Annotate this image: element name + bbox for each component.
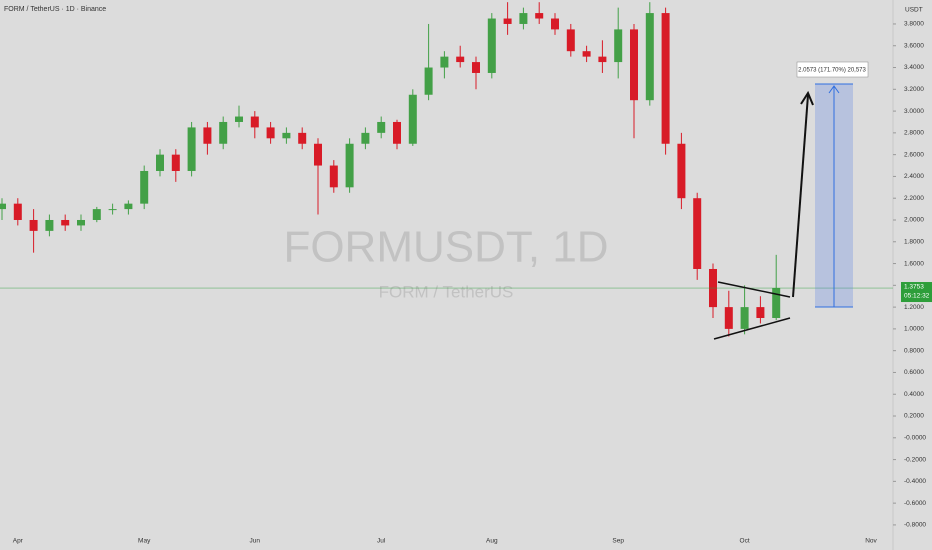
candle-body bbox=[92, 209, 101, 220]
candle-body bbox=[440, 56, 449, 68]
candle-body bbox=[298, 132, 307, 144]
y-tick-label: -0.6000 bbox=[904, 500, 926, 507]
candle-body bbox=[0, 203, 6, 210]
y-tick-label: 2.8000 bbox=[904, 130, 924, 137]
y-tick-label: 0.2000 bbox=[904, 413, 924, 420]
candle-body bbox=[740, 307, 749, 329]
y-tick-label: 2.0000 bbox=[904, 217, 924, 224]
candle-body bbox=[503, 18, 512, 24]
candle-body bbox=[408, 94, 417, 144]
candle-body bbox=[393, 121, 401, 144]
candle-body bbox=[772, 288, 781, 319]
y-tick-label: 1.2000 bbox=[904, 304, 924, 311]
y-tick-label: 3.0000 bbox=[904, 108, 924, 115]
candle-body bbox=[29, 219, 38, 231]
y-tick-label: 2.6000 bbox=[904, 151, 924, 158]
candle-body bbox=[693, 198, 702, 269]
y-tick-label: 3.2000 bbox=[904, 86, 924, 93]
candle-body bbox=[250, 116, 259, 128]
y-tick-label: 0.8000 bbox=[904, 347, 924, 354]
target-arrowhead bbox=[828, 85, 840, 94]
candle-body bbox=[140, 170, 149, 204]
candle-body bbox=[661, 13, 670, 144]
watermark-subtitle: FORM / TetherUS bbox=[379, 282, 514, 301]
candle-body bbox=[361, 132, 370, 144]
candle-body bbox=[487, 18, 496, 73]
candle-body bbox=[377, 121, 386, 133]
candle-body bbox=[472, 62, 480, 73]
candle-body bbox=[124, 203, 133, 210]
triangle-upper bbox=[717, 281, 791, 298]
y-tick-label: -0.2000 bbox=[904, 456, 926, 463]
y-tick-label: 1.0000 bbox=[904, 326, 924, 333]
candle-body bbox=[551, 18, 559, 30]
candle-body bbox=[282, 132, 291, 139]
countdown-label: 05:12:32 bbox=[904, 293, 930, 300]
candle-body bbox=[61, 219, 70, 226]
candle-body bbox=[614, 29, 623, 63]
candle-body bbox=[171, 154, 180, 171]
breakout-arrow bbox=[792, 94, 809, 298]
candle-body bbox=[108, 209, 117, 211]
breakout-arrowhead bbox=[800, 90, 814, 106]
x-tick-label: May bbox=[138, 538, 151, 545]
x-tick-label: Aug bbox=[486, 538, 498, 545]
candle-body bbox=[187, 127, 196, 171]
candle-body bbox=[45, 219, 54, 231]
x-tick-label: Oct bbox=[740, 538, 750, 545]
y-tick-label: 2.2000 bbox=[904, 195, 924, 202]
candle-body bbox=[219, 121, 228, 144]
candle-body bbox=[314, 143, 322, 166]
y-tick-label: 2.4000 bbox=[904, 173, 924, 180]
candle-body bbox=[203, 127, 212, 144]
x-tick-label: Jun bbox=[250, 538, 261, 545]
y-tick-label: 1.6000 bbox=[904, 260, 924, 267]
x-tick-label: Nov bbox=[865, 538, 877, 545]
last-price-label: 1.3753 bbox=[904, 284, 924, 291]
triangle-lower bbox=[713, 317, 791, 340]
candle-body bbox=[677, 143, 686, 199]
y-tick-label: 0.6000 bbox=[904, 369, 924, 376]
candle-body bbox=[630, 29, 638, 101]
candle-body bbox=[519, 13, 528, 24]
x-tick-label: Sep bbox=[612, 538, 624, 545]
y-tick-label: 1.8000 bbox=[904, 238, 924, 245]
y-tick-label: -0.4000 bbox=[904, 478, 926, 485]
candle-body bbox=[582, 51, 591, 57]
annotation-box bbox=[796, 61, 869, 78]
y-tick-label: 3.8000 bbox=[904, 21, 924, 28]
candle-body bbox=[156, 154, 164, 171]
candle-body bbox=[645, 13, 654, 101]
candle-body bbox=[456, 56, 465, 63]
y-tick-label: -0.8000 bbox=[904, 522, 926, 529]
y-tick-label: -0.0000 bbox=[904, 435, 926, 442]
drawings: 2.0573 (171.70%) 20,573 bbox=[713, 61, 869, 340]
candle-body bbox=[724, 307, 733, 329]
candle-body bbox=[424, 67, 433, 95]
x-tick-label: Jul bbox=[377, 538, 386, 545]
candle-body bbox=[77, 219, 85, 226]
y-tick-label: 0.4000 bbox=[904, 391, 924, 398]
candle-body bbox=[535, 13, 544, 19]
candle-body bbox=[266, 127, 275, 139]
candle-body bbox=[598, 56, 607, 63]
y-tick-label: 3.6000 bbox=[904, 42, 924, 49]
x-tick-label: Apr bbox=[13, 538, 24, 545]
watermark: FORMUSDT, 1D bbox=[283, 223, 608, 272]
y-tick-label: 3.4000 bbox=[904, 64, 924, 71]
candle-body bbox=[235, 116, 243, 122]
annotation: 2.0573 (171.70%) 20,573 bbox=[798, 68, 866, 74]
y-axis-label: USDT bbox=[905, 7, 923, 14]
chart-title: FORM / TetherUS · 1D · Binance bbox=[4, 6, 106, 13]
candle-body bbox=[756, 307, 765, 319]
last-price-box bbox=[901, 282, 932, 303]
candle-body bbox=[329, 165, 338, 188]
candle-body bbox=[13, 203, 22, 220]
candle-body bbox=[566, 29, 575, 52]
candle-body bbox=[345, 143, 354, 188]
